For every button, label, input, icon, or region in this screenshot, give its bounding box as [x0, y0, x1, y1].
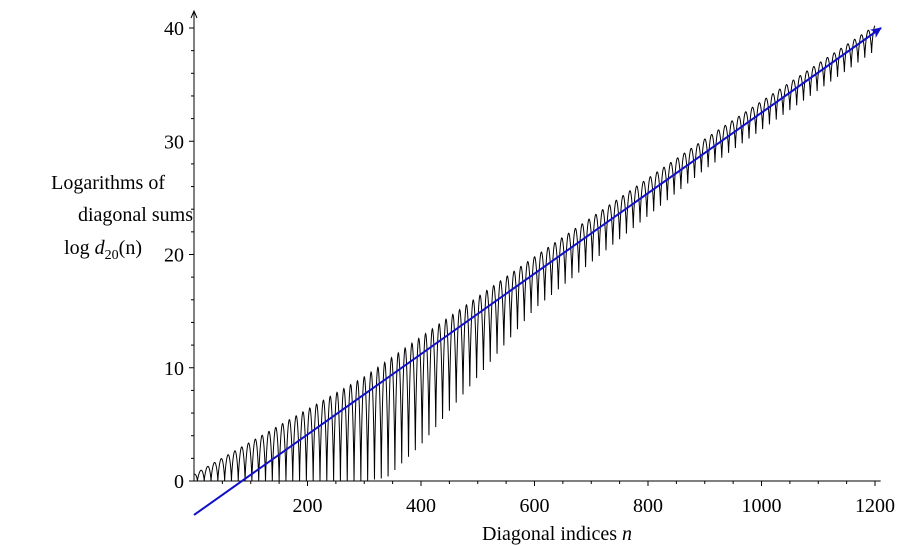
x-tick-label: 1000	[742, 495, 782, 517]
x-tick-label: 400	[406, 495, 436, 517]
x-tick-label: 800	[633, 495, 663, 517]
x-tick-label: 1200	[855, 495, 895, 517]
x-tick-label: 200	[293, 495, 323, 517]
series-trend-line	[193, 27, 882, 516]
y-axis-title-formula: log d20(n)	[64, 237, 142, 263]
x-axis-title: Diagonal indices n	[482, 523, 632, 545]
y-axis-arrow-icon	[190, 9, 198, 19]
y-axis-title-line-2: diagonal sums	[78, 204, 193, 226]
axes	[190, 9, 881, 482]
y-tick-label: 30	[164, 131, 184, 153]
y-tick-label: 20	[164, 245, 184, 267]
y-axis-title: Logarithms of diagonal sums log d20(n)	[51, 172, 193, 263]
y-ticks: 0 10 20 30 40	[164, 18, 194, 493]
y-axis-title-line-1: Logarithms of	[51, 172, 165, 194]
x-ticks: 200 400 600 800 1000 1200	[221, 481, 895, 517]
x-tick-label: 600	[520, 495, 550, 517]
y-tick-label: 0	[174, 471, 184, 493]
y-tick-label: 10	[164, 358, 184, 380]
y-tick-label: 40	[164, 18, 184, 40]
series-oscillation-line	[194, 25, 876, 482]
